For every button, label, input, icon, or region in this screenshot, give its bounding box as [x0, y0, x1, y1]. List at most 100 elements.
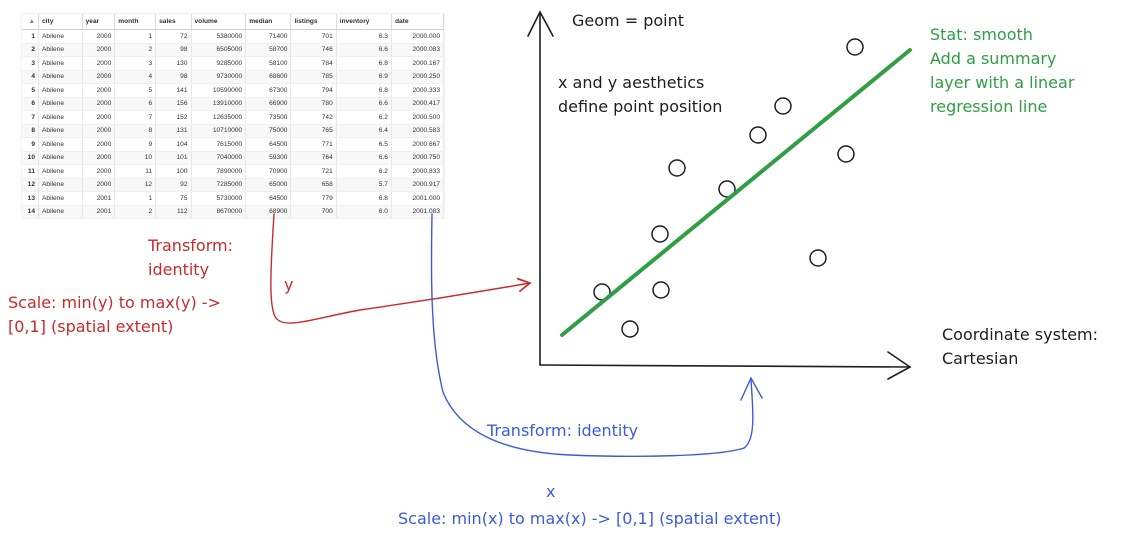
- table-cell: 9730000: [191, 70, 247, 84]
- table-cell: Abilene: [38, 178, 83, 192]
- table-cell: 6505000: [191, 43, 247, 57]
- table-cell: 6: [114, 97, 157, 111]
- table-cell: Abilene: [38, 56, 83, 71]
- table-cell: 131: [155, 124, 192, 138]
- table-cell: 6.9: [336, 70, 392, 84]
- table-cell: 141: [155, 83, 192, 98]
- table-cell: 746: [290, 43, 337, 57]
- table-row: 4 Abilene 2000 4 98 9730000 68600 785 6.9 2000.25…: [22, 70, 445, 84]
- table-cell: 2000: [82, 151, 116, 165]
- table-cell: 64500: [245, 137, 292, 152]
- table-cell: 68900: [245, 205, 292, 219]
- table-cell: 2000: [82, 83, 116, 98]
- scatter-point: [846, 38, 864, 56]
- table-cell: 6.6: [336, 97, 392, 111]
- column-header-date[interactable]: date: [391, 14, 445, 30]
- stat-label-line2: Add a summary: [930, 49, 1056, 68]
- table-cell: 10: [114, 151, 157, 165]
- column-header-volume[interactable]: volume: [191, 14, 247, 30]
- scale-y-label-line2: [0,1] (spatial extent): [8, 317, 173, 336]
- column-header-month[interactable]: month: [114, 14, 157, 30]
- table-cell: 2: [114, 43, 157, 57]
- table-cell: 9: [114, 137, 157, 152]
- table-cell: 58700: [245, 43, 292, 57]
- table-cell: 67300: [245, 83, 292, 98]
- transform-y-label-line1: Transform:: [147, 236, 233, 255]
- x-axis-arrowhead: [887, 351, 912, 380]
- sort-arrow-icon[interactable]: ▲: [22, 14, 39, 30]
- table-cell: 73500: [245, 110, 292, 125]
- stat-label-line1: Stat: smooth: [930, 25, 1033, 44]
- table-cell: 9285000: [191, 56, 247, 71]
- table-cell: 2000: [82, 178, 116, 192]
- table-cell: 6.3: [336, 29, 392, 44]
- aesthetics-label-line2: define point position: [558, 97, 722, 116]
- table-cell: 64500: [245, 191, 292, 206]
- table-cell: 2000.250: [391, 70, 445, 84]
- table-cell: 92: [155, 178, 192, 192]
- table-cell: 6.4: [336, 124, 392, 138]
- table-cell: 794: [290, 83, 337, 98]
- table-cell: 6.8: [336, 191, 392, 206]
- table-cell: 2000.833: [391, 164, 445, 179]
- geom-label: Geom = point: [572, 11, 684, 30]
- row-index-cell: 2: [22, 43, 39, 57]
- table-cell: Abilene: [38, 137, 83, 152]
- scale-y-label-line1: Scale: min(y) to max(y) ->: [8, 293, 221, 312]
- column-header-sales[interactable]: sales: [155, 14, 192, 30]
- table-cell: 98: [155, 70, 192, 84]
- table-cell: 59300: [245, 151, 292, 165]
- column-header-inventory[interactable]: inventory: [336, 14, 392, 30]
- y-mapping-arrow: [270, 213, 532, 324]
- table-cell: 6.2: [336, 164, 392, 179]
- table-cell: 2001.083: [391, 205, 445, 219]
- column-header-city[interactable]: city: [38, 14, 83, 30]
- table-cell: 2000.500: [391, 110, 445, 125]
- table-cell: 7: [114, 110, 157, 125]
- y-axis-arrowhead: [527, 10, 554, 37]
- table-cell: 2001: [82, 191, 116, 206]
- table-cell: 6.2: [336, 110, 392, 125]
- row-index-cell: 13: [22, 191, 39, 206]
- column-header-listings[interactable]: listings: [290, 14, 337, 30]
- row-index-cell: 4: [22, 70, 39, 84]
- table-cell: 784: [290, 56, 337, 71]
- table-cell: Abilene: [38, 43, 83, 57]
- table-cell: 2000.000: [391, 29, 445, 44]
- scatter-points: [593, 38, 864, 338]
- table-cell: 2000: [82, 164, 116, 179]
- column-header-year[interactable]: year: [82, 14, 116, 30]
- table-cell: Abilene: [38, 164, 83, 179]
- table-row: 5 Abilene 2000 5 141 10590000 67300 794 6.8 2000.…: [22, 83, 445, 98]
- table-row: 12 Abilene 2000 12 92 7285000 65000 658 5.7 2000.…: [22, 178, 445, 192]
- table-cell: Abilene: [38, 191, 83, 206]
- y-aesthetic-label: y: [284, 275, 293, 294]
- row-index-cell: 8: [22, 124, 39, 138]
- table-row: 9 Abilene 2000 9 104 7615000 64500 771 6.5 2000.6…: [22, 137, 445, 152]
- table-cell: 104: [155, 137, 192, 152]
- table-cell: 2001.000: [391, 191, 445, 206]
- table-cell: 5.7: [336, 178, 392, 192]
- table-row: 2 Abilene 2000 2 98 6505000 58700 746 6.6 2000.08…: [22, 43, 445, 57]
- table-cell: 2000: [82, 29, 116, 44]
- table-cell: 66900: [245, 97, 292, 111]
- table-cell: Abilene: [38, 83, 83, 98]
- table-cell: 700: [290, 205, 337, 219]
- table-cell: 6.0: [336, 205, 392, 219]
- table-cell: 156: [155, 97, 192, 111]
- table-row: 3 Abilene 2000 3 130 9285000 58100 784 6.8 2000.1…: [22, 56, 445, 71]
- transform-x-label: Transform: identity: [486, 421, 638, 440]
- table-row: 6 Abilene 2000 6 156 13910000 66900 780 6.6 2000.…: [22, 97, 445, 111]
- table-cell: 65000: [245, 178, 292, 192]
- table-cell: 742: [290, 110, 337, 125]
- column-header-median[interactable]: median: [245, 14, 292, 30]
- x-aesthetic-label: x: [546, 482, 555, 501]
- table-cell: 130: [155, 56, 192, 71]
- table-cell: 780: [290, 97, 337, 111]
- table-cell: Abilene: [38, 70, 83, 84]
- scatter-point: [809, 249, 827, 267]
- table-cell: 58100: [245, 56, 292, 71]
- row-index-cell: 3: [22, 56, 39, 71]
- table-cell: 68600: [245, 70, 292, 84]
- table-cell: 152: [155, 110, 192, 125]
